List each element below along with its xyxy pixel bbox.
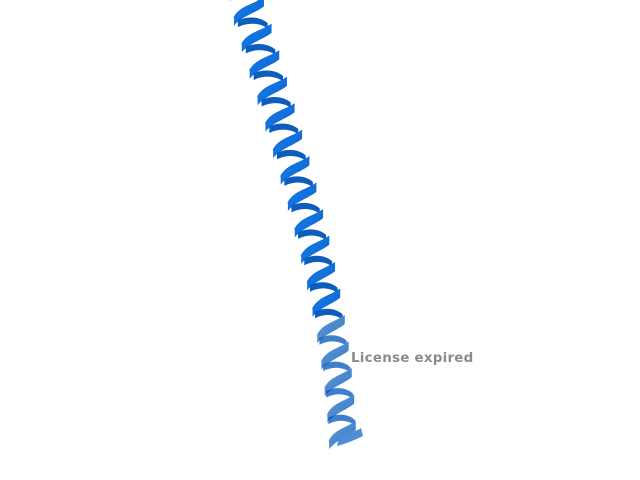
helix-turn-front — [280, 156, 310, 185]
helix-turn-front — [265, 103, 295, 132]
helix-turn-back — [237, 17, 268, 29]
helix-edge — [233, 0, 262, 19]
helix-edge — [280, 156, 310, 177]
helix-terminus — [337, 428, 363, 446]
helix-turn-back — [328, 414, 356, 426]
helix-turn-back — [276, 149, 306, 161]
helix-edge — [324, 368, 353, 389]
helix-turn-back — [326, 388, 354, 399]
helix-turn-back — [315, 308, 343, 320]
helix-turn-front — [273, 130, 303, 159]
license-expired-watermark: License expired — [351, 350, 474, 366]
helix-turn-front — [233, 0, 264, 26]
helix-edge — [320, 341, 350, 363]
helix-turn-front — [241, 24, 272, 53]
helix-edge — [300, 235, 330, 257]
helix-turn-front — [329, 421, 356, 450]
helix-edge — [316, 315, 346, 336]
helix-turn-back — [291, 202, 320, 214]
helix-edge — [328, 420, 357, 442]
helix-edge — [272, 129, 303, 151]
helix-edge — [257, 76, 288, 98]
helix-edge — [326, 394, 355, 416]
helix-edge — [311, 288, 341, 310]
helix-edge — [294, 209, 324, 230]
helix-turn-back — [309, 282, 338, 294]
helix-turn-back — [230, 0, 261, 2]
helix-turn-front — [294, 209, 324, 238]
helix-turn-back — [245, 44, 276, 55]
helix-turn-back — [284, 176, 313, 188]
helix-turn-front — [307, 262, 336, 291]
helix-turn-front — [287, 183, 317, 212]
helix-turn-back — [323, 361, 351, 373]
helix-turn-back — [253, 70, 284, 82]
helix-turn-front — [249, 50, 280, 79]
helix-turn-back — [298, 229, 327, 241]
helix-edge — [241, 23, 272, 45]
helix-edge — [306, 262, 336, 283]
helix-turn-back — [269, 123, 299, 135]
helix-turn-back — [304, 255, 333, 267]
helix-turn-front — [301, 236, 330, 264]
helix-turn-back — [319, 335, 347, 347]
helix-turn-back — [261, 96, 291, 108]
helix-edge — [287, 182, 317, 204]
helix-edge — [249, 50, 280, 72]
helix-turn-front — [257, 77, 287, 106]
helix-edge — [264, 103, 295, 124]
